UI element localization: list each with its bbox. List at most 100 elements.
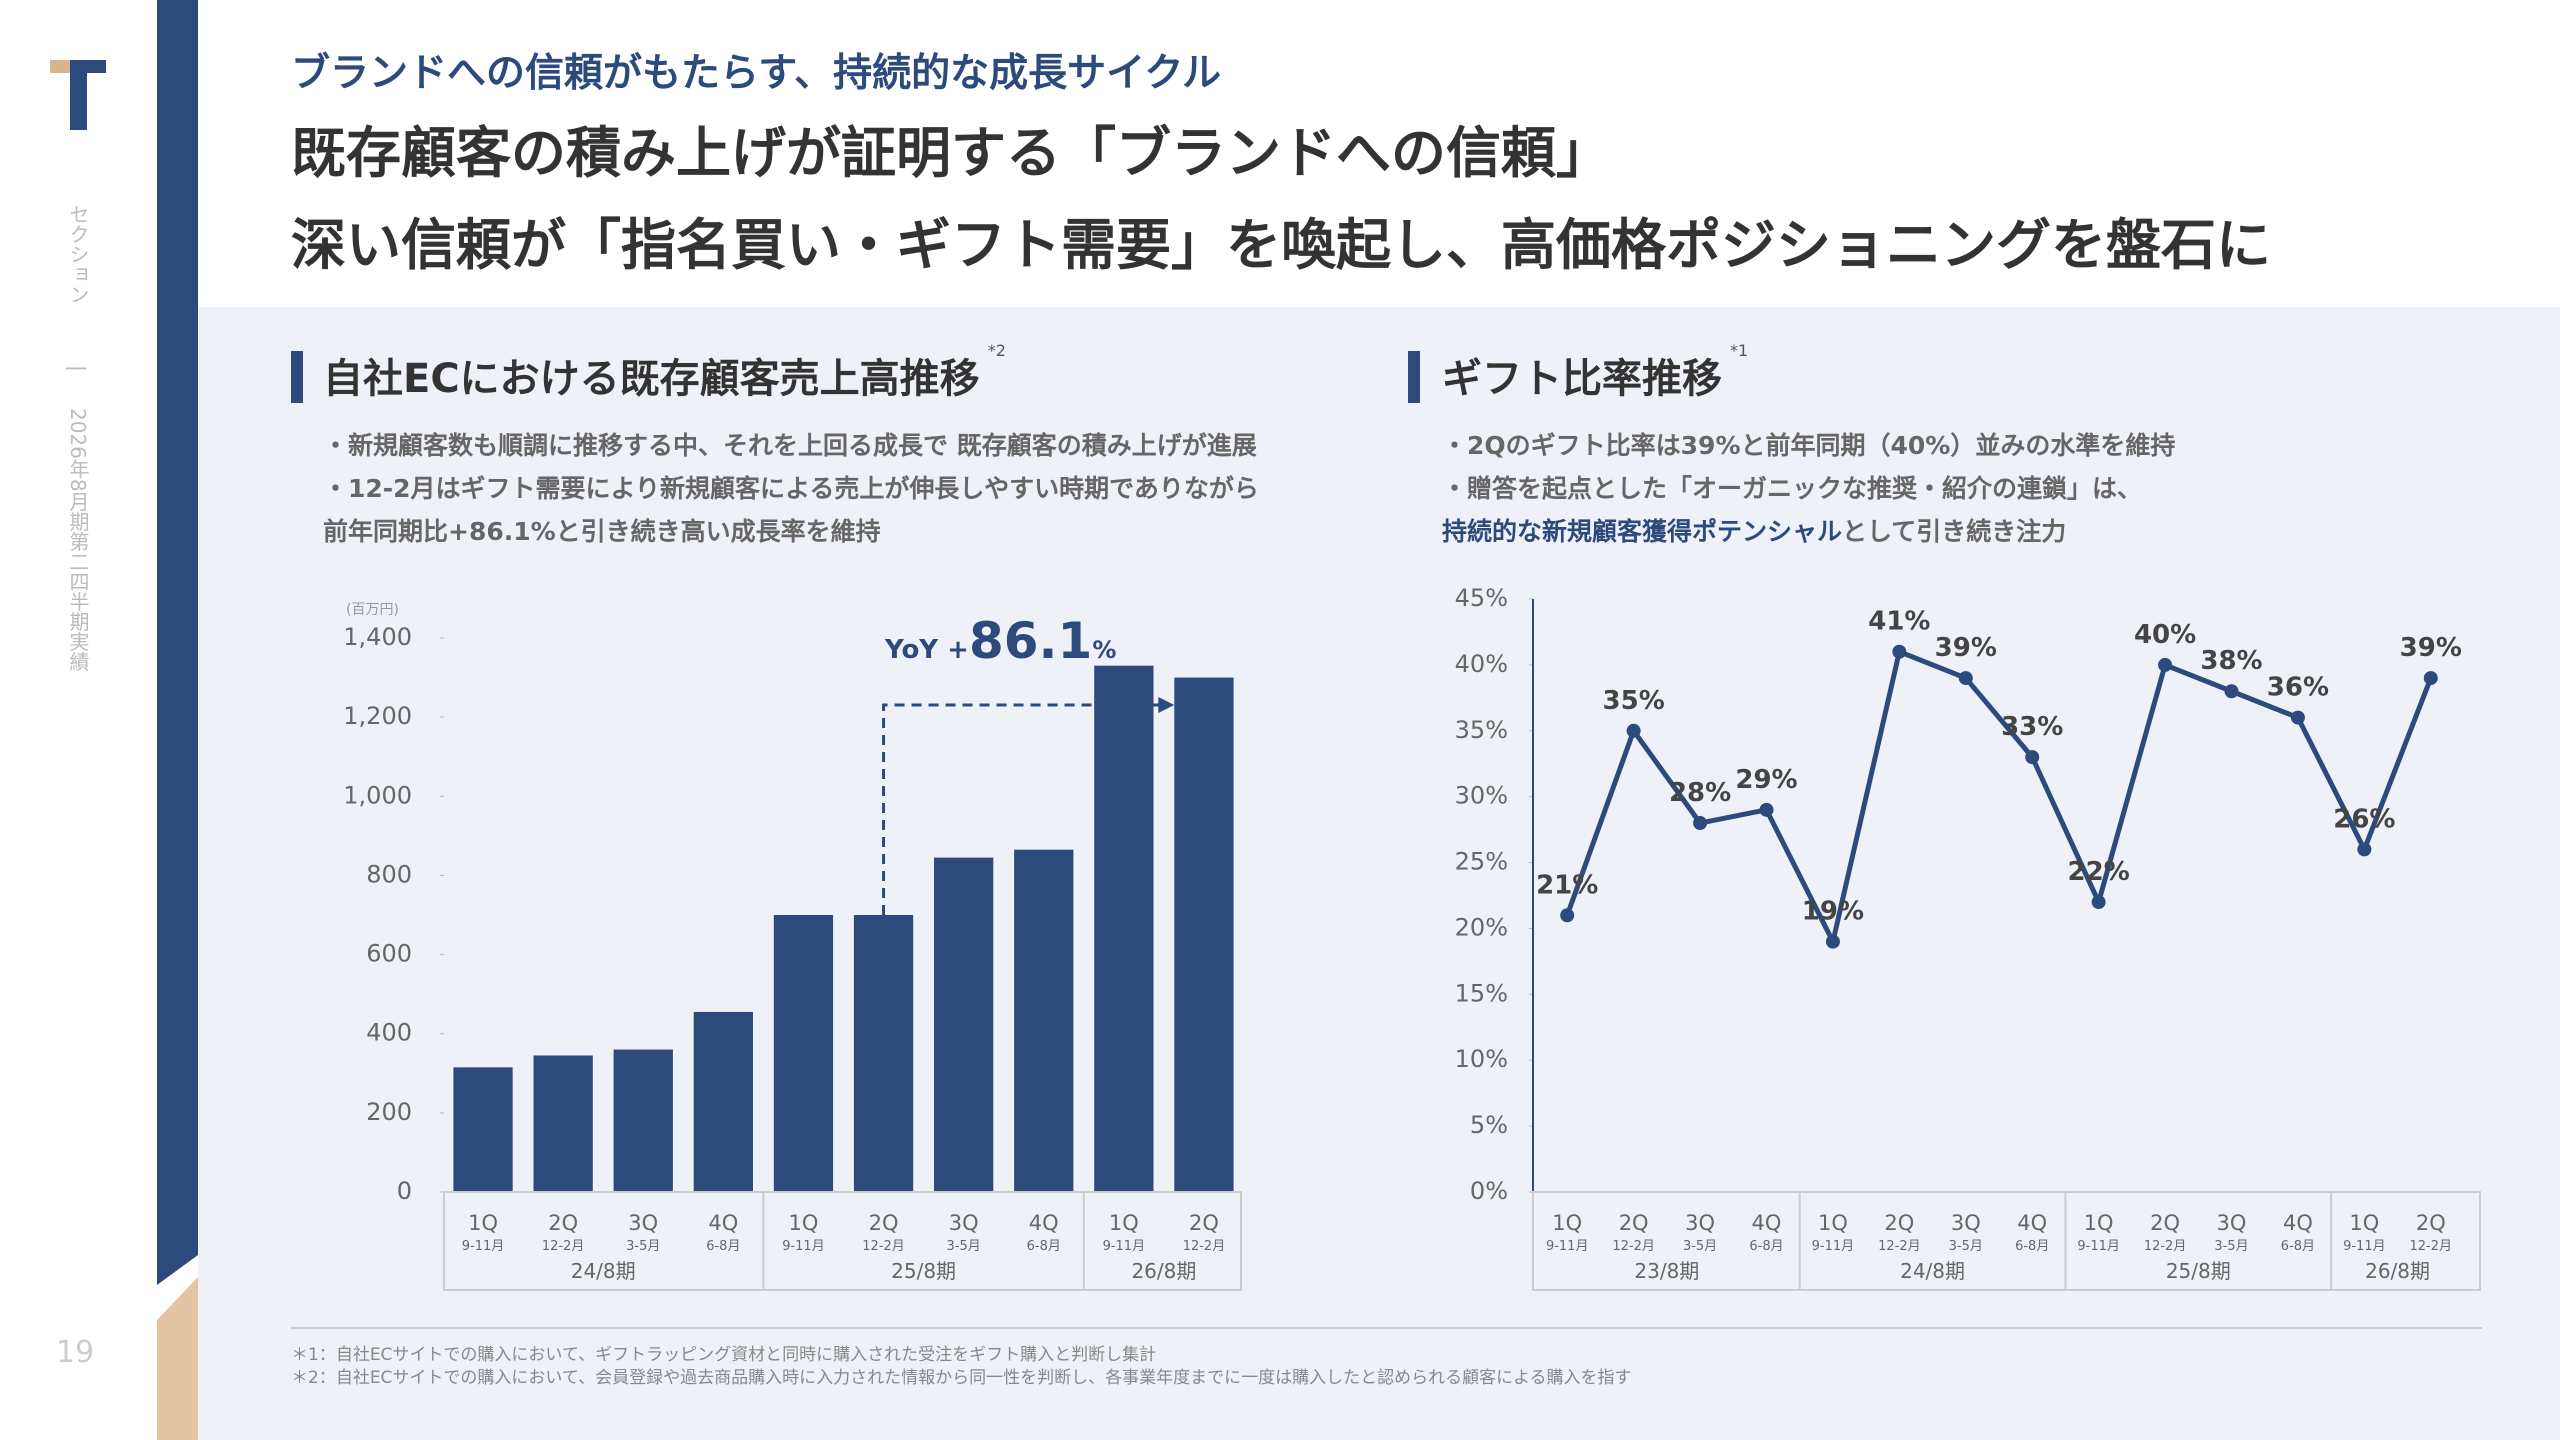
data-label: 28% (1669, 778, 1731, 808)
bullet: ・2Qのギフト比率は39%と前年同期（40%）並みの水準を維持 (1442, 431, 2175, 460)
title-marker (291, 351, 303, 403)
x-tick-label: 4Q (1029, 1211, 1059, 1235)
bar (613, 1049, 673, 1192)
x-tick-sublabel: 3-5月 (947, 1239, 981, 1254)
x-tick-label: 1Q (1109, 1211, 1139, 1235)
x-tick-label: 3Q (1951, 1211, 1981, 1235)
bar (453, 1067, 513, 1192)
y-tick-label: 20% (1455, 913, 1508, 941)
x-tick-label: 2Q (869, 1211, 899, 1235)
x-tick-label: 2Q (1619, 1211, 1649, 1235)
x-tick-label: 3Q (1685, 1211, 1715, 1235)
x-tick-label: 4Q (1752, 1211, 1782, 1235)
x-tick-label: 1Q (789, 1211, 819, 1235)
side-bar (157, 0, 198, 1285)
point (2290, 710, 2305, 725)
y-tick-label: 30% (1455, 782, 1508, 810)
title-marker (1408, 351, 1420, 403)
x-tick-label: 4Q (708, 1211, 738, 1235)
x-tick-label: 3Q (2217, 1211, 2247, 1235)
bullet: ・新規顧客数も順調に推移する中、それを上回る成長で 既存顧客の積み上げが進展 (323, 431, 1257, 460)
content-panel (198, 307, 2560, 1440)
data-label: 26% (2333, 804, 2395, 834)
x-tick-sublabel: 9-11月 (2077, 1239, 2120, 1254)
chart-title: 自社ECにおける既存顧客売上高推移 (323, 356, 980, 402)
y-tick-label: 45% (1455, 584, 1508, 612)
x-tick-sublabel: 12-2月 (2144, 1239, 2187, 1254)
point (2091, 895, 2106, 910)
x-tick-label: 1Q (2084, 1211, 2114, 1235)
x-tick-label: 2Q (1884, 1211, 1914, 1235)
x-tick-label: 2Q (2416, 1211, 2446, 1235)
period-label: 24/8期 (571, 1259, 636, 1283)
period-label: 26/8期 (2365, 1259, 2430, 1283)
period-label: 25/8期 (891, 1259, 956, 1283)
note-mark: *2 (988, 341, 1006, 360)
y-tick-label: 600 (366, 940, 412, 968)
y-tick-label: 25% (1455, 848, 1508, 876)
x-tick-sublabel: 9-11月 (782, 1239, 825, 1254)
page-number: 19 (56, 1335, 94, 1370)
x-tick-sublabel: 9-11月 (1812, 1239, 1855, 1254)
x-tick-label: 2Q (1189, 1211, 1219, 1235)
logo (50, 60, 106, 130)
data-label: 22% (2068, 857, 2130, 887)
period-label: 26/8期 (1131, 1259, 1196, 1283)
x-tick-label: 3Q (628, 1211, 658, 1235)
y-tick-label: 40% (1455, 650, 1508, 678)
footnote: ＊1：自社ECサイトでの購入において、ギフトラッピング資材と同時に購入された受注… (291, 1345, 1156, 1365)
data-label: 35% (1603, 686, 1665, 716)
bullet-rest: として引き続き注力 (1842, 517, 2066, 546)
x-tick-sublabel: 9-11月 (462, 1239, 505, 1254)
x-tick-sublabel: 3-5月 (626, 1239, 660, 1254)
y-tick-label: 35% (1455, 716, 1508, 744)
point (2423, 671, 2438, 686)
x-tick-sublabel: 12-2月 (542, 1239, 585, 1254)
title: 既存顧客の積み上げが証明する「ブランドへの信頼」 (291, 121, 1611, 185)
yoy-suffix: % (1092, 636, 1116, 664)
x-tick-label: 1Q (1552, 1211, 1582, 1235)
bar (693, 1011, 753, 1192)
y-unit: (百万円) (346, 602, 399, 618)
x-tick-sublabel: 12-2月 (2410, 1239, 2453, 1254)
bar (934, 857, 994, 1192)
y-tick-label: 0 (397, 1177, 412, 1205)
x-tick-label: 4Q (2017, 1211, 2047, 1235)
bar (853, 915, 914, 1192)
bullet: ・贈答を起点とした「オーガニックな推奨・紹介の連鎖」は、 (1442, 474, 2142, 503)
y-tick-label: 15% (1455, 979, 1508, 1007)
x-tick-sublabel: 6-8月 (1027, 1239, 1061, 1254)
data-label: 39% (1935, 633, 1997, 663)
side-accent (157, 1277, 198, 1440)
data-label: 40% (2134, 620, 2196, 650)
point (2224, 684, 2239, 699)
y-tick-label: 1,000 (343, 781, 412, 809)
period-label: 2026年8月期第二四半期実績 (66, 408, 90, 672)
x-tick-sublabel: 3-5月 (1949, 1239, 1983, 1254)
bullet: 前年同期比+86.1%と引き続き高い成長率を維持 (323, 517, 881, 546)
x-tick-sublabel: 6-8月 (1749, 1239, 1783, 1254)
x-tick-sublabel: 6-8月 (2281, 1239, 2315, 1254)
bar (533, 1055, 593, 1192)
x-tick-label: 1Q (1818, 1211, 1848, 1235)
y-tick-label: 400 (366, 1019, 412, 1047)
x-tick-label: 4Q (2283, 1211, 2313, 1235)
period-label: 25/8期 (2166, 1259, 2231, 1283)
data-label: 21% (1536, 870, 1598, 900)
data-label: 41% (1868, 607, 1930, 637)
x-tick-label: 2Q (2150, 1211, 2180, 1235)
y-tick-label: 5% (1470, 1111, 1508, 1139)
x-tick-sublabel: 9-11月 (1546, 1239, 1589, 1254)
bar (1014, 849, 1074, 1192)
x-tick-sublabel: 9-11月 (1103, 1239, 1146, 1254)
title: 深い信頼が「指名買い・ギフト需要」を喚起し、高価格ポジショニングを盤石に (291, 213, 2271, 277)
point (2025, 750, 2040, 765)
data-label: 19% (1802, 897, 1864, 927)
category-box (443, 1191, 1242, 1291)
x-tick-sublabel: 3-5月 (2214, 1239, 2248, 1254)
data-label: 39% (2400, 633, 2462, 663)
data-label: 33% (2001, 712, 2063, 742)
x-tick-sublabel: 6-8月 (706, 1239, 740, 1254)
point (1759, 802, 1774, 817)
